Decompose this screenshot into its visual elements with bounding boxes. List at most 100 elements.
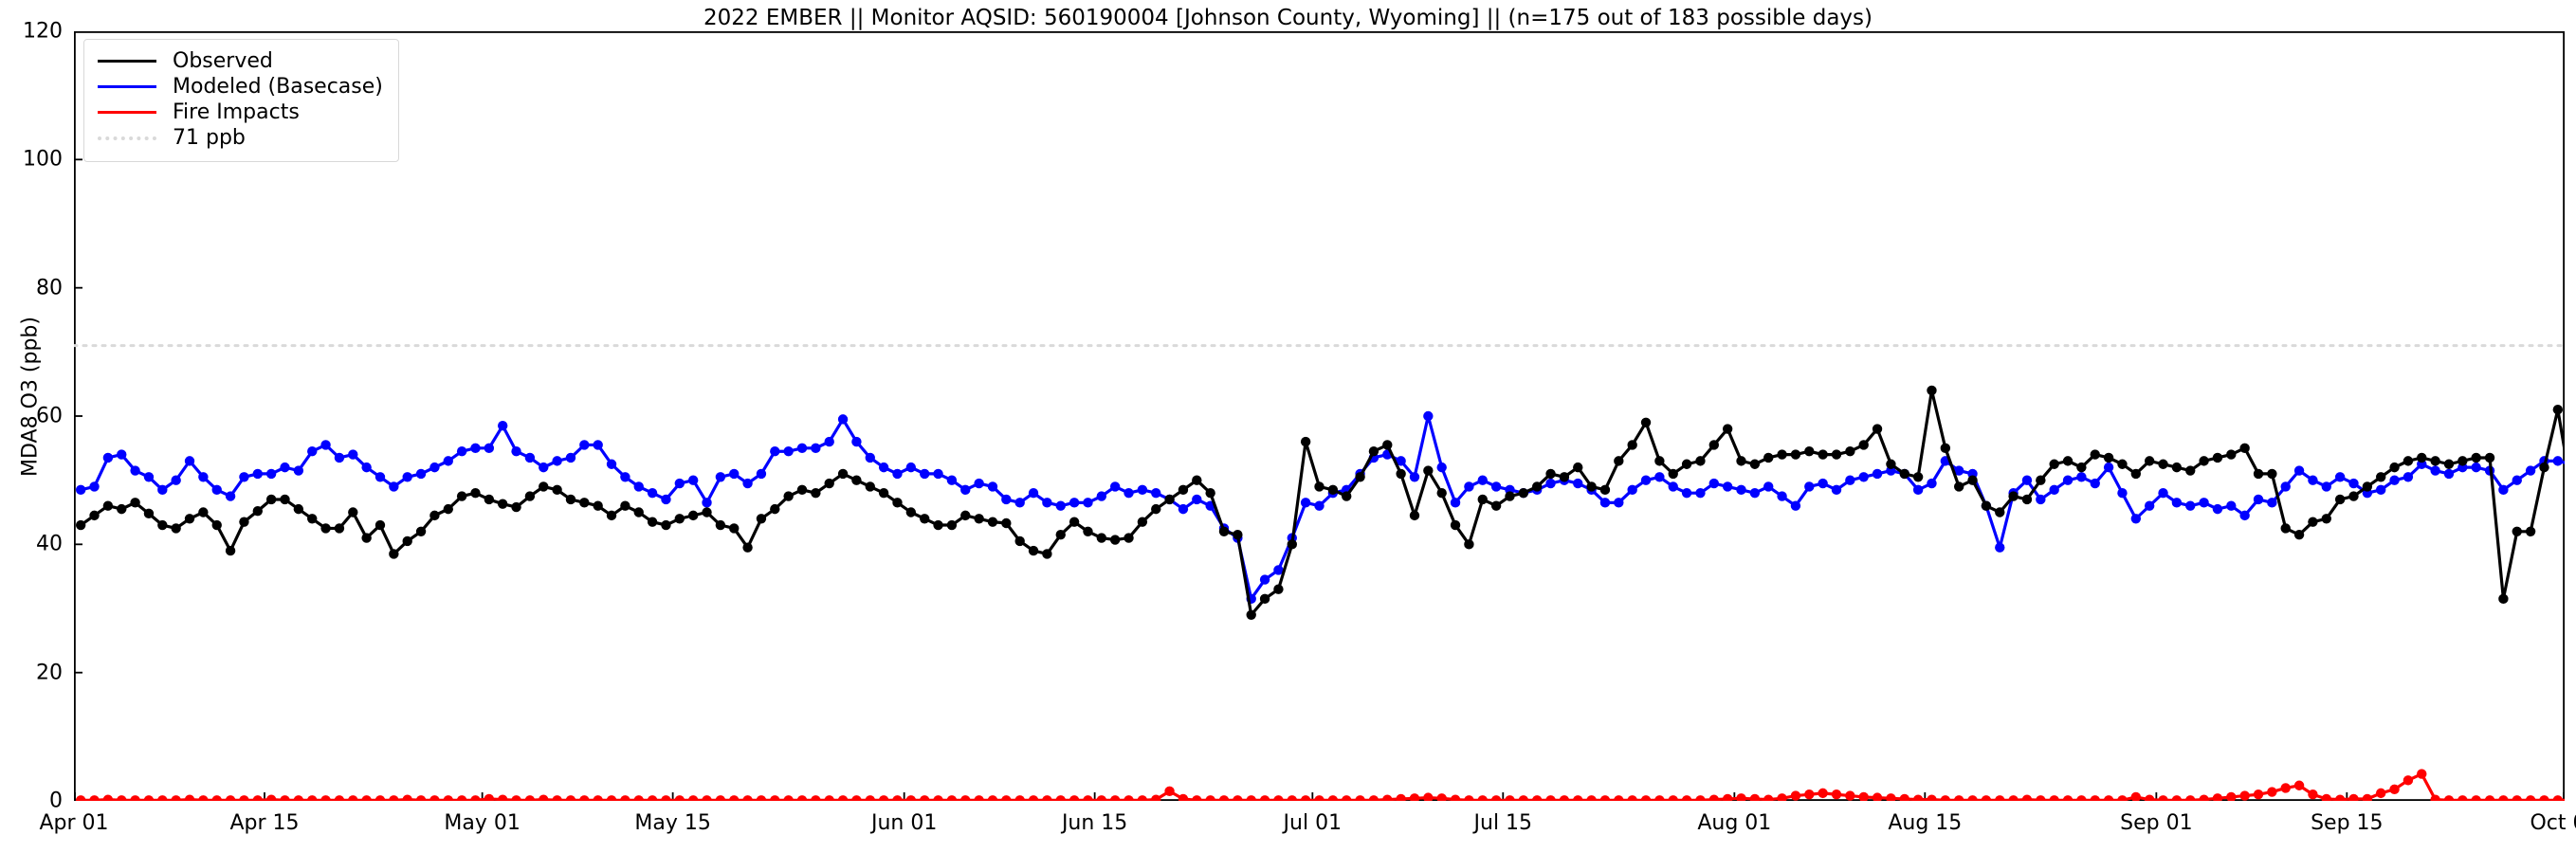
data-point: [1069, 498, 1080, 508]
data-point: [2144, 500, 2155, 511]
data-point: [2158, 795, 2168, 801]
data-point: [157, 484, 168, 496]
data-point: [2376, 472, 2386, 482]
data-point: [987, 517, 998, 527]
data-point: [1273, 565, 1284, 575]
data-point: [1218, 526, 1230, 536]
data-point: [2334, 494, 2346, 505]
data-point: [729, 795, 740, 801]
data-point: [2103, 462, 2114, 473]
data-point: [102, 500, 114, 511]
data-point: [415, 468, 427, 480]
data-point: [307, 446, 318, 457]
data-point: [1178, 793, 1189, 801]
data-point: [2402, 456, 2414, 466]
data-point: [1109, 795, 1121, 801]
data-point: [348, 449, 358, 460]
data-point: [239, 472, 249, 482]
series-fire-impacts: [75, 769, 2565, 801]
data-point: [470, 443, 481, 454]
data-point: [1109, 535, 1121, 545]
data-point: [1382, 440, 1393, 450]
data-point: [1531, 481, 1543, 492]
data-point: [633, 507, 644, 517]
data-point: [1763, 794, 1774, 801]
data-point: [1151, 794, 1161, 801]
data-point: [1042, 549, 1052, 559]
data-point: [1614, 795, 1624, 801]
data-point: [1342, 491, 1352, 501]
data-point: [2539, 462, 2549, 473]
data-point: [1436, 488, 1447, 499]
data-point: [539, 481, 549, 492]
data-point: [593, 795, 603, 801]
data-point: [1654, 795, 1665, 801]
data-point: [1872, 424, 1883, 434]
series-canvas: [74, 31, 2565, 801]
data-point: [620, 500, 630, 511]
data-point: [1327, 795, 1339, 801]
data-point: [1845, 446, 1855, 457]
data-point: [130, 795, 140, 801]
data-point: [1477, 494, 1488, 505]
data-point: [2171, 498, 2183, 508]
data-point: [2443, 468, 2455, 480]
x-tick-label: Jun 15: [1061, 811, 1128, 835]
data-point: [157, 519, 168, 531]
data-point: [2267, 498, 2277, 508]
data-point: [1151, 503, 1161, 515]
data-point: [1912, 484, 1924, 496]
data-point: [211, 484, 222, 496]
data-point: [1573, 462, 1583, 473]
data-point: [2471, 795, 2481, 801]
data-point: [837, 414, 849, 425]
data-point: [1831, 484, 1842, 496]
axes-frame: [74, 31, 2565, 801]
data-point: [334, 452, 345, 463]
data-point: [1899, 468, 1909, 480]
data-point: [2226, 791, 2237, 801]
data-point: [1233, 795, 1243, 801]
data-point: [2076, 462, 2087, 473]
data-point: [661, 494, 671, 505]
data-point: [280, 462, 290, 473]
data-point: [702, 498, 712, 508]
data-point: [987, 481, 998, 492]
data-point: [1096, 795, 1107, 801]
data-point: [1314, 481, 1325, 492]
data-point: [1314, 500, 1325, 511]
data-point: [661, 795, 671, 801]
data-point: [2376, 484, 2386, 496]
data-point: [1818, 449, 1828, 460]
data-point: [511, 795, 521, 801]
data-point: [1858, 791, 1869, 801]
data-point: [484, 443, 495, 454]
data-point: [905, 795, 917, 801]
data-point: [933, 519, 943, 531]
data-point: [811, 488, 821, 499]
series-observed: [75, 385, 2565, 620]
y-tick-label: 40: [36, 532, 63, 556]
data-point: [1396, 456, 1406, 466]
data-point: [2443, 459, 2455, 469]
data-point: [851, 436, 862, 447]
data-point: [1518, 488, 1529, 499]
y-tick-label: 120: [23, 19, 63, 44]
data-point: [1028, 795, 1039, 801]
data-point: [1300, 436, 1311, 447]
data-point: [974, 514, 984, 524]
data-point: [1668, 468, 1678, 480]
data-point: [1205, 795, 1215, 801]
data-point: [415, 526, 427, 536]
plot-area: [74, 31, 2565, 801]
data-point: [1668, 481, 1678, 492]
data-point: [1450, 519, 1461, 531]
data-point: [974, 478, 984, 489]
legend-item: 71 ppb: [98, 125, 383, 151]
data-point: [1695, 488, 1706, 499]
data-point: [1246, 609, 1256, 620]
data-point: [1069, 517, 1080, 527]
data-point: [2362, 481, 2373, 492]
data-point: [130, 465, 140, 476]
data-point: [1790, 500, 1801, 511]
